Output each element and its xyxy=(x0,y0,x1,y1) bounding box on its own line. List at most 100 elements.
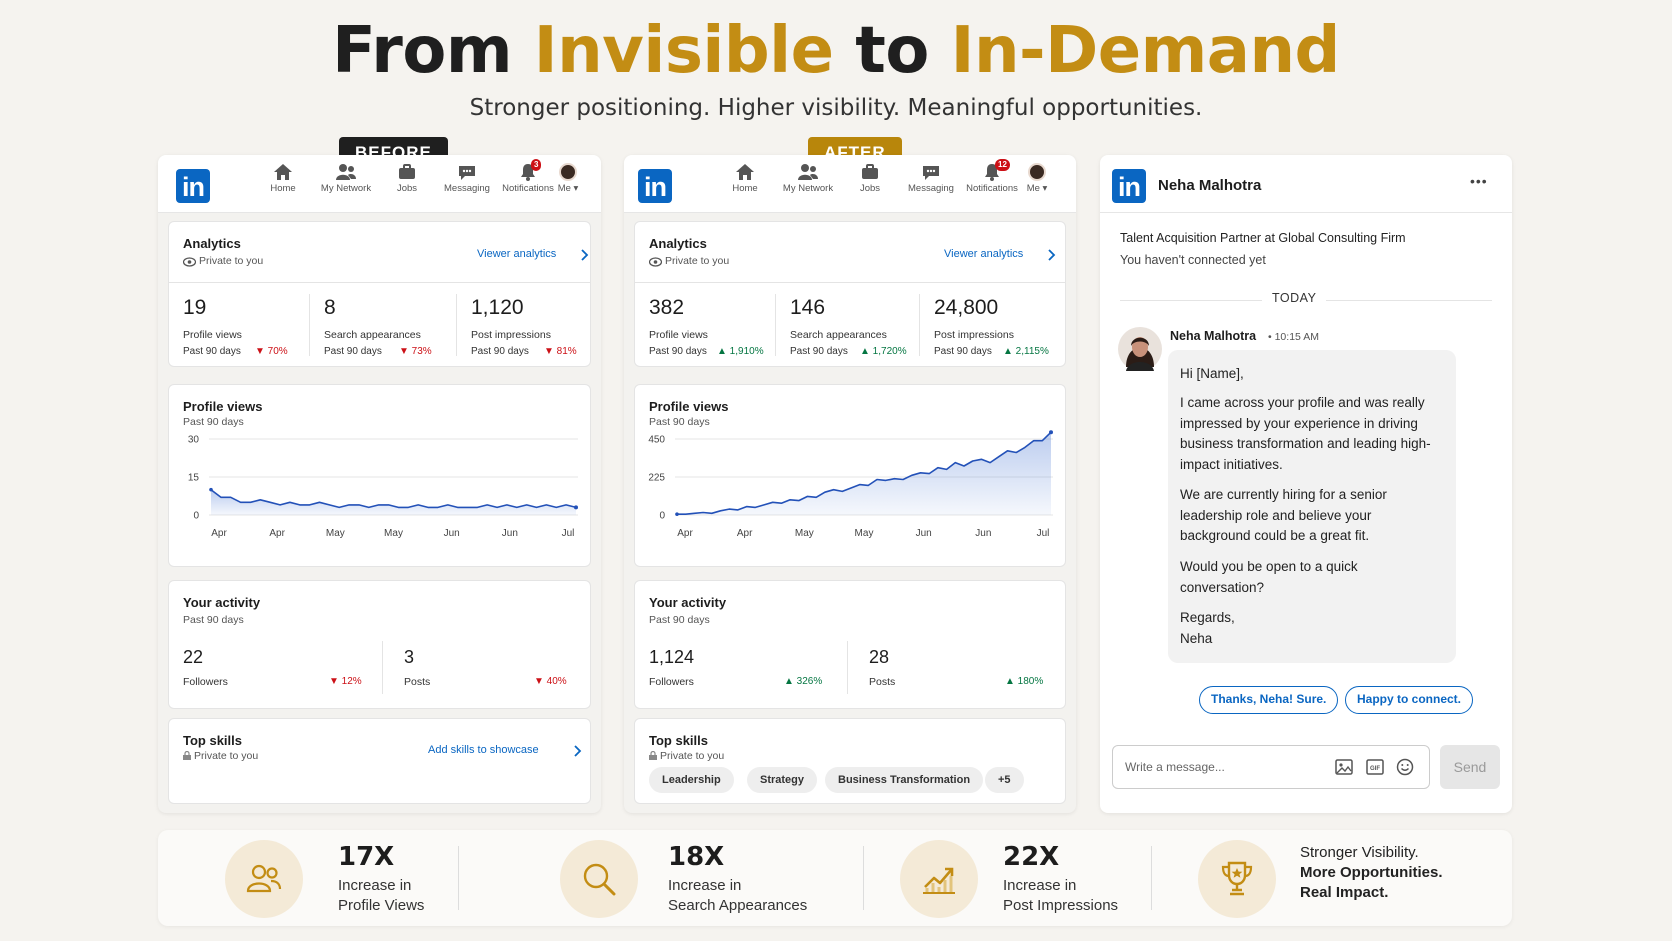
metric-search-appearances[interactable]: 8 Search appearances Past 90 days ▼ 73% xyxy=(310,282,455,368)
top-skills-title: Top skills xyxy=(649,733,708,748)
message-paragraph: We are currently hiring for a senior lea… xyxy=(1180,487,1387,543)
message-input[interactable]: Write a message... GIF xyxy=(1112,745,1430,789)
gif-icon[interactable]: GIF xyxy=(1366,759,1384,775)
posts-value: 3 xyxy=(404,647,415,667)
posts-value: 28 xyxy=(869,647,890,667)
more-skills-chip[interactable]: +5 xyxy=(985,767,1024,793)
nav-my-network[interactable]: My Network xyxy=(315,163,377,194)
stat-line: Increase in xyxy=(668,877,742,894)
linkedin-logo-icon[interactable]: in xyxy=(176,169,210,203)
message-time: • 10:15 AM xyxy=(1268,331,1319,343)
nav-jobs[interactable]: Jobs xyxy=(839,163,901,194)
nav-jobs-label: Jobs xyxy=(859,183,881,194)
metric-label: Profile views xyxy=(183,329,242,341)
nav-messaging[interactable]: Messaging xyxy=(900,163,962,194)
stats-bar: 17X Increase in Profile Views 18X Increas… xyxy=(158,830,1512,926)
nav-jobs-label: Jobs xyxy=(396,183,418,194)
nav-messaging[interactable]: Messaging xyxy=(436,163,498,194)
metric-value: 8 xyxy=(324,296,336,319)
profile-views-chart: 0 15 30 Apr Apr May May Jun Jun Jul xyxy=(188,435,578,539)
skill-chip[interactable]: Leadership xyxy=(649,767,734,793)
nav-home[interactable]: Home xyxy=(714,163,776,194)
x-tick-label: May xyxy=(326,528,345,539)
stat-icon-circle xyxy=(225,840,303,918)
stat-line: Post Impressions xyxy=(1003,897,1119,914)
metric-value: 19 xyxy=(183,296,207,319)
posts-label: Posts xyxy=(404,676,431,688)
metric-profile-views[interactable]: 19 Profile views Past 90 days ▼ 70% xyxy=(169,282,308,368)
notification-badge: 12 xyxy=(995,159,1010,171)
skill-chip[interactable]: Business Transformation xyxy=(825,767,984,793)
avatar xyxy=(559,163,577,181)
skill-chip[interactable]: Strategy xyxy=(747,767,818,793)
followers-value: 22 xyxy=(183,647,204,667)
chevron-right-icon[interactable] xyxy=(581,249,589,261)
sender-name[interactable]: Neha Malhotra xyxy=(1170,329,1257,343)
linkedin-logo-icon[interactable]: in xyxy=(1112,169,1146,203)
point-end xyxy=(574,505,578,510)
series-line xyxy=(677,431,1052,515)
add-skills-link[interactable]: Add skills to showcase xyxy=(428,744,539,756)
message-header: in Neha Malhotra ••• xyxy=(1100,155,1512,213)
nav-notifications-label: Notifications xyxy=(966,183,1018,194)
people-icon xyxy=(246,864,282,893)
followers-label: Followers xyxy=(649,676,694,688)
nav-messaging-label: Messaging xyxy=(444,183,490,194)
stat-big: 18X xyxy=(668,842,725,872)
nav-jobs[interactable]: Jobs xyxy=(376,163,438,194)
metric-period: Past 90 days xyxy=(649,346,707,357)
message-paragraph: Hi [Name], xyxy=(1180,366,1244,381)
chevron-right-icon[interactable] xyxy=(1048,249,1056,261)
stat-icon-circle xyxy=(1198,840,1276,918)
metrics-row: 19 Profile views Past 90 days ▼ 70% 8 Se… xyxy=(169,282,590,368)
profile-views-chart-card: Profile views Past 90 days 0 225 450 Apr Apr… xyxy=(634,384,1066,567)
top-skills-card: Top skills Private to you Leadership Str… xyxy=(634,718,1066,804)
divider xyxy=(382,641,383,694)
metric-change: ▲ 1,720% xyxy=(860,346,907,357)
quick-reply-button[interactable]: Happy to connect. xyxy=(1345,686,1474,714)
stat-big: 22X xyxy=(1003,842,1060,872)
quick-reply-button[interactable]: Thanks, Neha! Sure. xyxy=(1199,686,1339,714)
image-icon[interactable] xyxy=(1335,759,1353,775)
briefcase-icon xyxy=(399,164,415,179)
nav-notifications[interactable]: 3 Notifications xyxy=(497,159,559,194)
metric-search-appearances[interactable]: 146 Search appearances Past 90 days ▲ 1,… xyxy=(776,282,918,368)
stat-text: Increase in Post Impressions xyxy=(1003,876,1118,916)
avatar xyxy=(1028,163,1046,181)
nav-home[interactable]: Home xyxy=(252,163,314,194)
nav-my-network[interactable]: My Network xyxy=(777,163,839,194)
sender-avatar[interactable] xyxy=(1118,327,1162,371)
metric-label: Post impressions xyxy=(934,329,1014,341)
nav-me[interactable]: Me ▾ xyxy=(1017,163,1057,194)
lock-icon xyxy=(649,751,657,760)
chart-card-title: Profile views xyxy=(649,399,729,414)
metric-value: 382 xyxy=(649,296,685,319)
more-options-icon[interactable]: ••• xyxy=(1470,173,1488,189)
send-button[interactable]: Send xyxy=(1440,745,1500,789)
notification-badge: 3 xyxy=(531,159,542,171)
metric-post-impressions[interactable]: 1,120 Post impressions Past 90 days ▼ 81… xyxy=(457,282,591,368)
nav-me-label: Me ▾ xyxy=(557,183,579,194)
metric-change: ▲ 2,115% xyxy=(1003,346,1049,357)
x-tick-label: Jul xyxy=(1037,528,1050,539)
followers-change: ▼ 12% xyxy=(329,676,362,687)
viewer-analytics-link[interactable]: Viewer analytics xyxy=(944,248,1024,260)
metric-profile-views[interactable]: 382 Profile views Past 90 days ▲ 1,910% xyxy=(635,282,774,368)
viewer-analytics-link[interactable]: Viewer analytics xyxy=(477,248,557,260)
linkedin-logo-icon[interactable]: in xyxy=(638,169,672,203)
chart-card-sub: Past 90 days xyxy=(649,416,710,428)
after-panel: in Home My Network Jobs Messaging 12 Not… xyxy=(624,155,1076,813)
stat-text: Increase in Profile Views xyxy=(338,876,424,916)
profile-views-chart: 0 225 450 Apr Apr May May Jun Jun Jul xyxy=(648,430,1053,539)
metric-period: Past 90 days xyxy=(471,346,529,357)
metric-post-impressions[interactable]: 24,800 Post impressions Past 90 days ▲ 2… xyxy=(920,282,1065,368)
nav-me[interactable]: Me ▾ xyxy=(548,163,588,194)
recipient-name[interactable]: Neha Malhotra xyxy=(1158,177,1262,194)
metric-label: Profile views xyxy=(649,329,708,341)
activity-title: Your activity xyxy=(183,595,261,610)
emoji-icon[interactable] xyxy=(1396,758,1414,776)
stat-line: Increase in xyxy=(1003,877,1077,894)
message-panel: in Neha Malhotra ••• Talent Acquisition … xyxy=(1100,155,1512,813)
chevron-right-icon[interactable] xyxy=(574,745,582,757)
nav-notifications[interactable]: 12 Notifications xyxy=(961,159,1023,194)
